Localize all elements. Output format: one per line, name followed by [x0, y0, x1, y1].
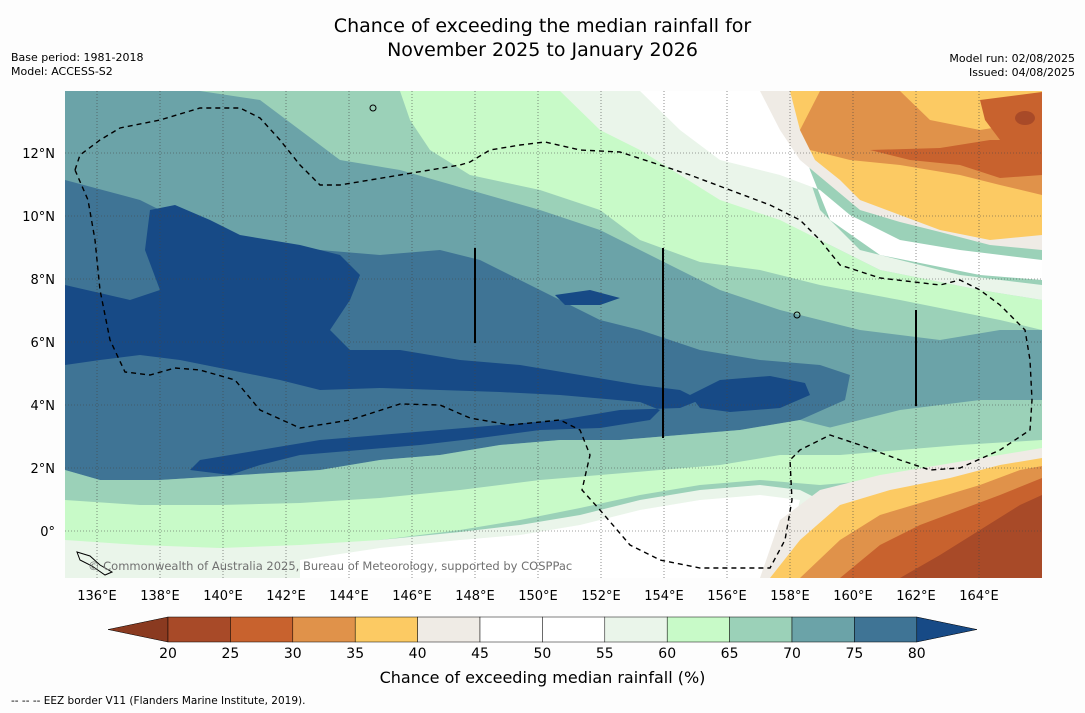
- contour-over-80-core-east: [690, 376, 810, 412]
- lon-label: 154°E: [644, 589, 684, 604]
- meta-right: Model run: 02/08/2025 Issued: 04/08/2025: [949, 52, 1075, 80]
- lat-label: 8°N: [31, 273, 56, 288]
- contour-25-30-northeast: [870, 140, 1042, 178]
- contour-60-65-south: [65, 440, 1042, 570]
- colorbar-segment: [230, 616, 294, 643]
- colorbar-segment: [729, 616, 793, 643]
- title-line-2: November 2025 to January 2026: [387, 39, 698, 61]
- lon-label: 140°E: [203, 589, 243, 604]
- contour-60-65-north: [400, 91, 1042, 330]
- contour-20-25-southeast: [900, 495, 1042, 578]
- colorbar-segment: [479, 616, 543, 643]
- island-outline-east: [793, 311, 801, 319]
- colorbar-segment: [854, 616, 918, 643]
- colorbar-tick: 55: [596, 646, 614, 662]
- colorbar-segment: [417, 616, 481, 643]
- colorbar-tick: 25: [221, 646, 239, 662]
- latitude-labels: 12°N 10°N 8°N 6°N 4°N 2°N 0°: [22, 147, 55, 540]
- lat-label: 6°N: [31, 336, 56, 351]
- map-title: Chance of exceeding the median rainfall …: [0, 14, 1085, 62]
- colorbar-segment: [604, 616, 668, 643]
- island-outline-north: [369, 104, 377, 112]
- lon-label: 142°E: [266, 589, 306, 604]
- contour-20-25-spot: [1015, 111, 1035, 125]
- colorbar-tick: 60: [658, 646, 676, 662]
- colorbar-tick: 30: [284, 646, 302, 662]
- colorbar-segment: [167, 616, 231, 643]
- lon-label: 158°E: [770, 589, 810, 604]
- eez-border: [74, 107, 1033, 569]
- lon-label: 148°E: [455, 589, 495, 604]
- model-run: Model run: 02/08/2025: [949, 52, 1075, 65]
- contour-over-80-spot: [555, 290, 620, 305]
- lat-label: 12°N: [22, 147, 55, 162]
- colorbar-tick: 75: [845, 646, 863, 662]
- colorbar-tick: 65: [721, 646, 739, 662]
- contour-field: [65, 91, 1042, 578]
- lon-label: 146°E: [392, 589, 432, 604]
- copyright-text: © Commonwealth of Australia 2025, Bureau…: [88, 559, 572, 573]
- island-outline-sw: [76, 551, 114, 576]
- lat-label: 2°N: [31, 462, 56, 477]
- colorbar-tick: 40: [409, 646, 427, 662]
- longitude-labels: 136°E 138°E 140°E 142°E 144°E 146°E 148°E 150°E…: [77, 589, 999, 604]
- lon-label: 138°E: [140, 589, 180, 604]
- contour-25-30-corner: [980, 92, 1042, 140]
- colorbar-tick: 50: [533, 646, 551, 662]
- lon-label: 144°E: [329, 589, 369, 604]
- gridlines: [65, 91, 1042, 578]
- footnote: -- -- -- EEZ border V11 (Flanders Marine…: [11, 695, 306, 707]
- model-name: Model: ACCESS-S2: [11, 65, 113, 78]
- title-line-1: Chance of exceeding the median rainfall …: [333, 15, 752, 37]
- colorbar-tick: 35: [346, 646, 364, 662]
- base-period: Base period: 1981-2018: [11, 51, 144, 64]
- colorbar: 20 25 30 35 40 45 50 55 60 65 70 75 80: [107, 616, 978, 662]
- colorbar-tick: 20: [159, 646, 177, 662]
- lat-label: 10°N: [22, 210, 55, 225]
- colorbar-over-arrow: [916, 616, 978, 643]
- contour-55-60-north: [560, 91, 1042, 300]
- colorbar-segment: [791, 616, 855, 643]
- colorbar-title: Chance of exceeding median rainfall (%): [379, 668, 706, 687]
- contour-over-80-core-west: [65, 205, 700, 475]
- lon-label: 164°E: [959, 589, 999, 604]
- lon-label: 162°E: [896, 589, 936, 604]
- colorbar-segment: [666, 616, 730, 643]
- meta-left: Base period: 1981-2018 Model: ACCESS-S2: [11, 51, 143, 79]
- lon-label: 156°E: [707, 589, 747, 604]
- colorbar-segment: [354, 616, 418, 643]
- lon-label: 160°E: [833, 589, 873, 604]
- colorbar-tick: 80: [908, 646, 926, 662]
- lon-label: 150°E: [518, 589, 558, 604]
- lat-label: 0°: [40, 525, 55, 540]
- colorbar-tick: 70: [783, 646, 801, 662]
- contour-45-55-north: [640, 91, 1042, 280]
- colorbar-segment: [292, 616, 356, 643]
- colorbar-segment: [542, 616, 606, 643]
- lon-label: 152°E: [581, 589, 621, 604]
- lon-label: 136°E: [77, 589, 117, 604]
- colorbar-under-arrow: [107, 616, 169, 643]
- colorbar-tick: 45: [471, 646, 489, 662]
- issued-date: Issued: 04/08/2025: [968, 66, 1075, 79]
- lat-label: 4°N: [31, 399, 56, 414]
- contour-45-55-south: [300, 495, 800, 578]
